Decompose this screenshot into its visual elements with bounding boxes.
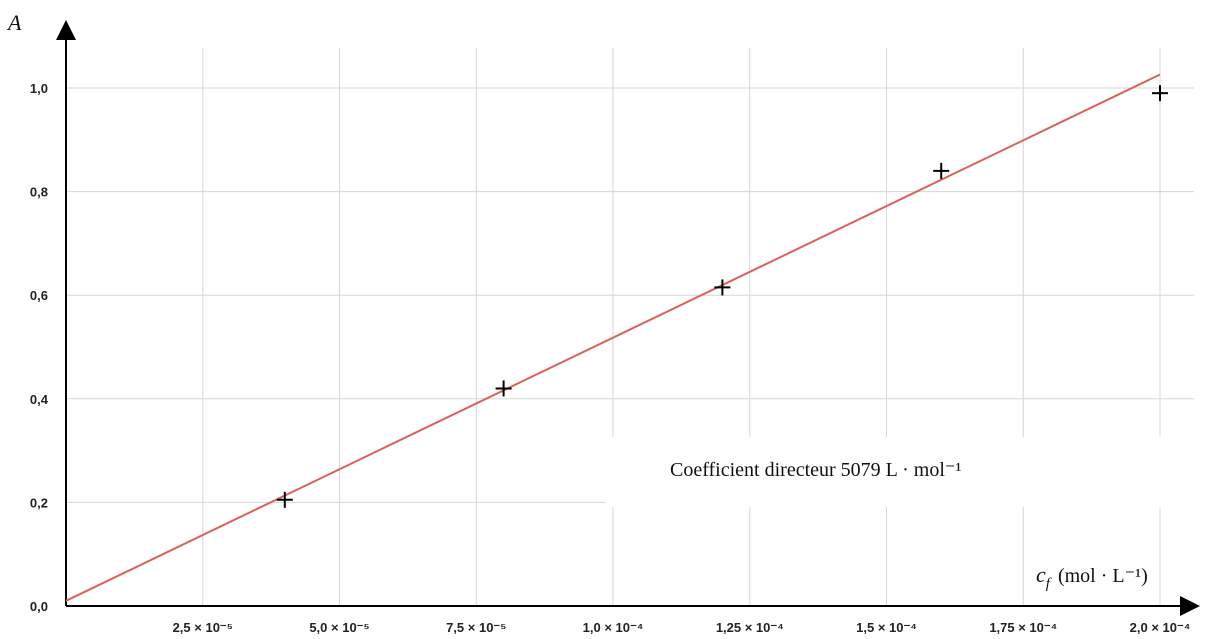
y-tick-labels: 0,0 0,2 0,4 0,6 0,8 1,0 <box>30 81 49 614</box>
annotation-background <box>606 437 1194 507</box>
x-tick-label: 2,5 × 10⁻⁵ <box>173 620 233 635</box>
x-tick-label: 7,5 × 10⁻⁵ <box>446 620 506 635</box>
grid <box>66 48 1194 606</box>
x-axis-label: cf (mol · L⁻¹) <box>1036 562 1148 592</box>
x-tick-labels: 2,5 × 10⁻⁵ 5,0 × 10⁻⁵ 7,5 × 10⁻⁵ 1,0 × 10⁻⁴… <box>173 620 1191 635</box>
data-point <box>933 162 950 179</box>
x-tick-label: 5,0 × 10⁻⁵ <box>309 620 369 635</box>
data-points <box>276 85 1168 508</box>
x-tick-label: 1,0 × 10⁻⁴ <box>583 620 644 635</box>
data-point <box>714 279 731 296</box>
slope-annotation: Coefficient directeur 5079 L · mol⁻¹ <box>670 459 961 481</box>
data-point <box>495 380 512 397</box>
x-axis-label-symbol: c <box>1036 562 1046 587</box>
x-tick-label: 1,25 × 10⁻⁴ <box>716 620 784 635</box>
y-tick-label: 0,6 <box>30 288 48 303</box>
y-tick-label: 0,8 <box>30 185 48 200</box>
x-tick-label: 2,0 × 10⁻⁴ <box>1130 620 1191 635</box>
x-axis-label-unit: (mol · L⁻¹) <box>1058 565 1148 587</box>
fit-line <box>65 73 1161 602</box>
x-tick-label: 1,75 × 10⁻⁴ <box>989 620 1057 635</box>
y-tick-label: 0,2 <box>30 495 48 510</box>
y-tick-label: 1,0 <box>30 81 48 96</box>
y-tick-label: 0,0 <box>30 599 48 614</box>
y-axis-label: A <box>6 10 22 35</box>
y-tick-label: 0,4 <box>30 392 49 407</box>
data-point <box>1152 85 1168 102</box>
axes <box>56 20 1200 616</box>
x-tick-label: 1,5 × 10⁻⁴ <box>856 620 917 635</box>
fit-line-group <box>65 73 1161 602</box>
x-axis-label-subscript: f <box>1046 576 1052 592</box>
data-point <box>276 491 293 508</box>
